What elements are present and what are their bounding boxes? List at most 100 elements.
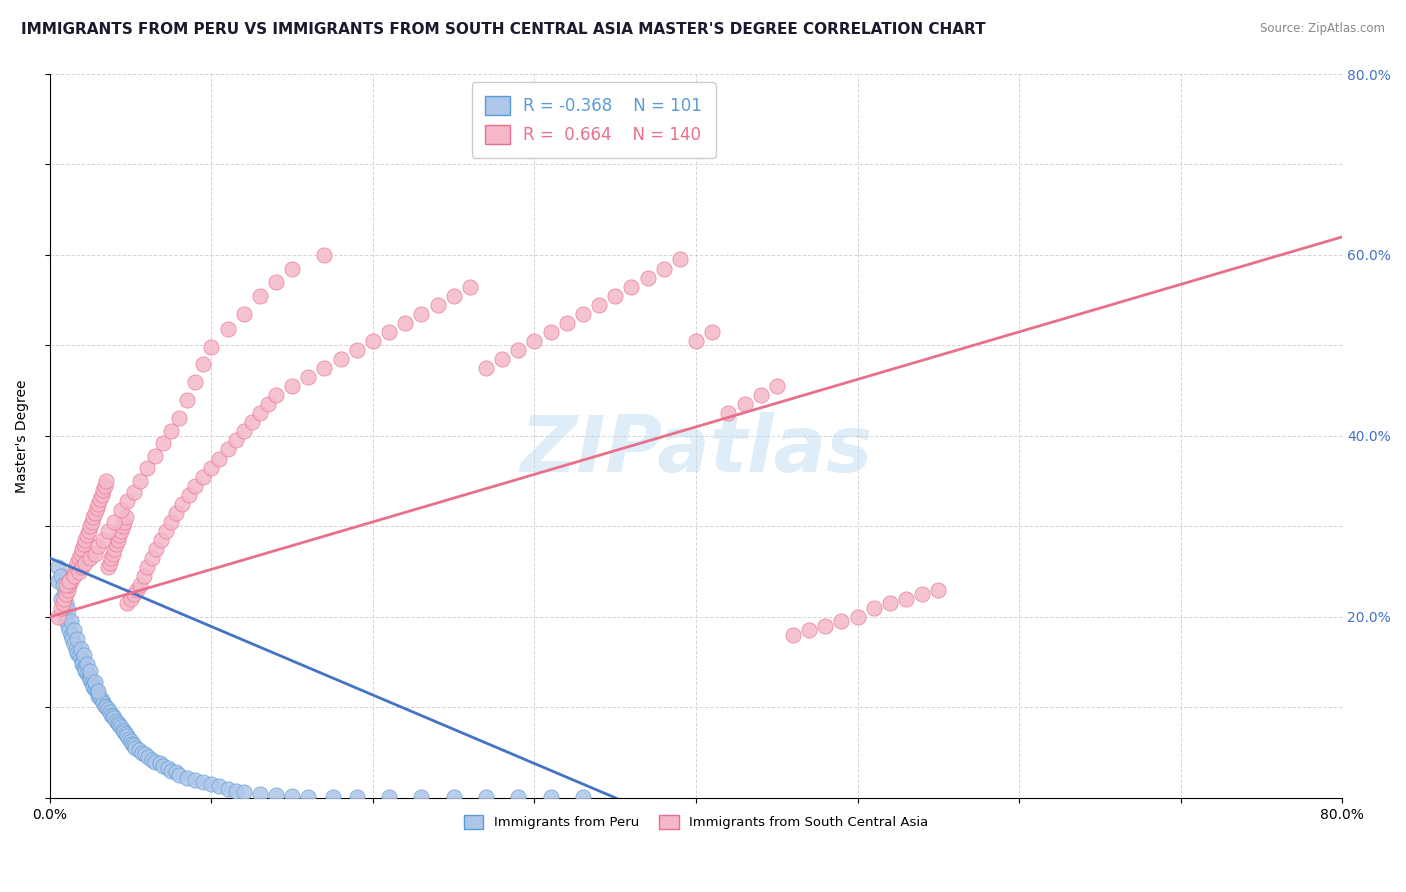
Point xyxy=(117,494,139,508)
Point xyxy=(249,406,271,420)
Point xyxy=(200,777,222,791)
Point xyxy=(84,675,107,690)
Point xyxy=(193,774,215,789)
Point xyxy=(49,600,72,615)
Point xyxy=(184,772,207,787)
Point xyxy=(172,497,194,511)
Point xyxy=(97,560,120,574)
Point xyxy=(117,729,139,743)
Point xyxy=(108,528,131,542)
Point xyxy=(75,533,97,547)
Point xyxy=(138,750,160,764)
Point xyxy=(62,632,84,647)
Point xyxy=(620,279,643,293)
Point xyxy=(63,637,86,651)
Point xyxy=(111,519,134,533)
Point xyxy=(87,687,110,701)
Point xyxy=(184,375,207,389)
Point xyxy=(132,569,155,583)
Point xyxy=(766,379,789,393)
Point xyxy=(91,533,114,547)
Point xyxy=(98,705,121,719)
Point xyxy=(125,582,148,597)
Point xyxy=(76,657,98,671)
Point xyxy=(66,556,89,570)
Point xyxy=(89,691,111,706)
Point xyxy=(160,515,183,529)
Point xyxy=(70,655,93,669)
Point xyxy=(894,591,917,606)
Point xyxy=(73,659,96,673)
Point xyxy=(208,451,231,466)
Point xyxy=(443,288,465,302)
Point xyxy=(84,682,107,697)
Point xyxy=(114,510,136,524)
Point xyxy=(281,789,304,803)
Point xyxy=(156,761,179,775)
Point xyxy=(135,560,157,574)
Point xyxy=(66,646,89,660)
Legend: Immigrants from Peru, Immigrants from South Central Asia: Immigrants from Peru, Immigrants from So… xyxy=(458,810,934,835)
Point xyxy=(257,397,280,411)
Point xyxy=(77,668,100,682)
Point xyxy=(87,684,110,698)
Point xyxy=(120,591,142,606)
Point xyxy=(240,415,263,429)
Point xyxy=(97,524,120,538)
Point xyxy=(149,756,172,771)
Point xyxy=(100,551,122,566)
Point xyxy=(846,610,869,624)
Point xyxy=(830,615,852,629)
Point xyxy=(79,519,101,533)
Point xyxy=(879,596,901,610)
Point xyxy=(135,460,157,475)
Point xyxy=(555,316,578,330)
Point xyxy=(346,343,368,357)
Point xyxy=(79,671,101,685)
Point xyxy=(176,771,198,785)
Point xyxy=(65,560,87,574)
Point xyxy=(281,379,304,393)
Point xyxy=(322,789,344,804)
Point xyxy=(217,781,239,796)
Point xyxy=(749,388,772,402)
Point xyxy=(110,720,132,734)
Point xyxy=(232,307,254,321)
Point xyxy=(80,675,103,690)
Point xyxy=(65,641,87,656)
Point xyxy=(264,275,287,289)
Point xyxy=(77,524,100,538)
Point xyxy=(121,737,143,751)
Point xyxy=(67,648,90,662)
Point xyxy=(177,488,200,502)
Point xyxy=(225,783,247,797)
Point xyxy=(120,733,142,747)
Point xyxy=(281,261,304,276)
Point xyxy=(111,723,134,737)
Point xyxy=(55,610,77,624)
Point xyxy=(927,582,949,597)
Point xyxy=(87,690,110,704)
Point xyxy=(112,515,135,529)
Point xyxy=(540,325,562,339)
Point xyxy=(46,574,69,588)
Point xyxy=(52,596,75,610)
Point xyxy=(86,684,108,698)
Point xyxy=(105,537,128,551)
Point xyxy=(86,501,108,516)
Point xyxy=(264,388,287,402)
Point xyxy=(862,600,884,615)
Point xyxy=(184,478,207,492)
Point xyxy=(52,578,75,592)
Point xyxy=(73,537,96,551)
Point xyxy=(70,657,93,671)
Point xyxy=(55,615,77,629)
Point xyxy=(82,678,104,692)
Point xyxy=(734,397,756,411)
Point xyxy=(491,351,513,366)
Point xyxy=(208,779,231,793)
Point xyxy=(141,753,163,767)
Point xyxy=(58,578,80,592)
Point xyxy=(458,279,481,293)
Point xyxy=(80,515,103,529)
